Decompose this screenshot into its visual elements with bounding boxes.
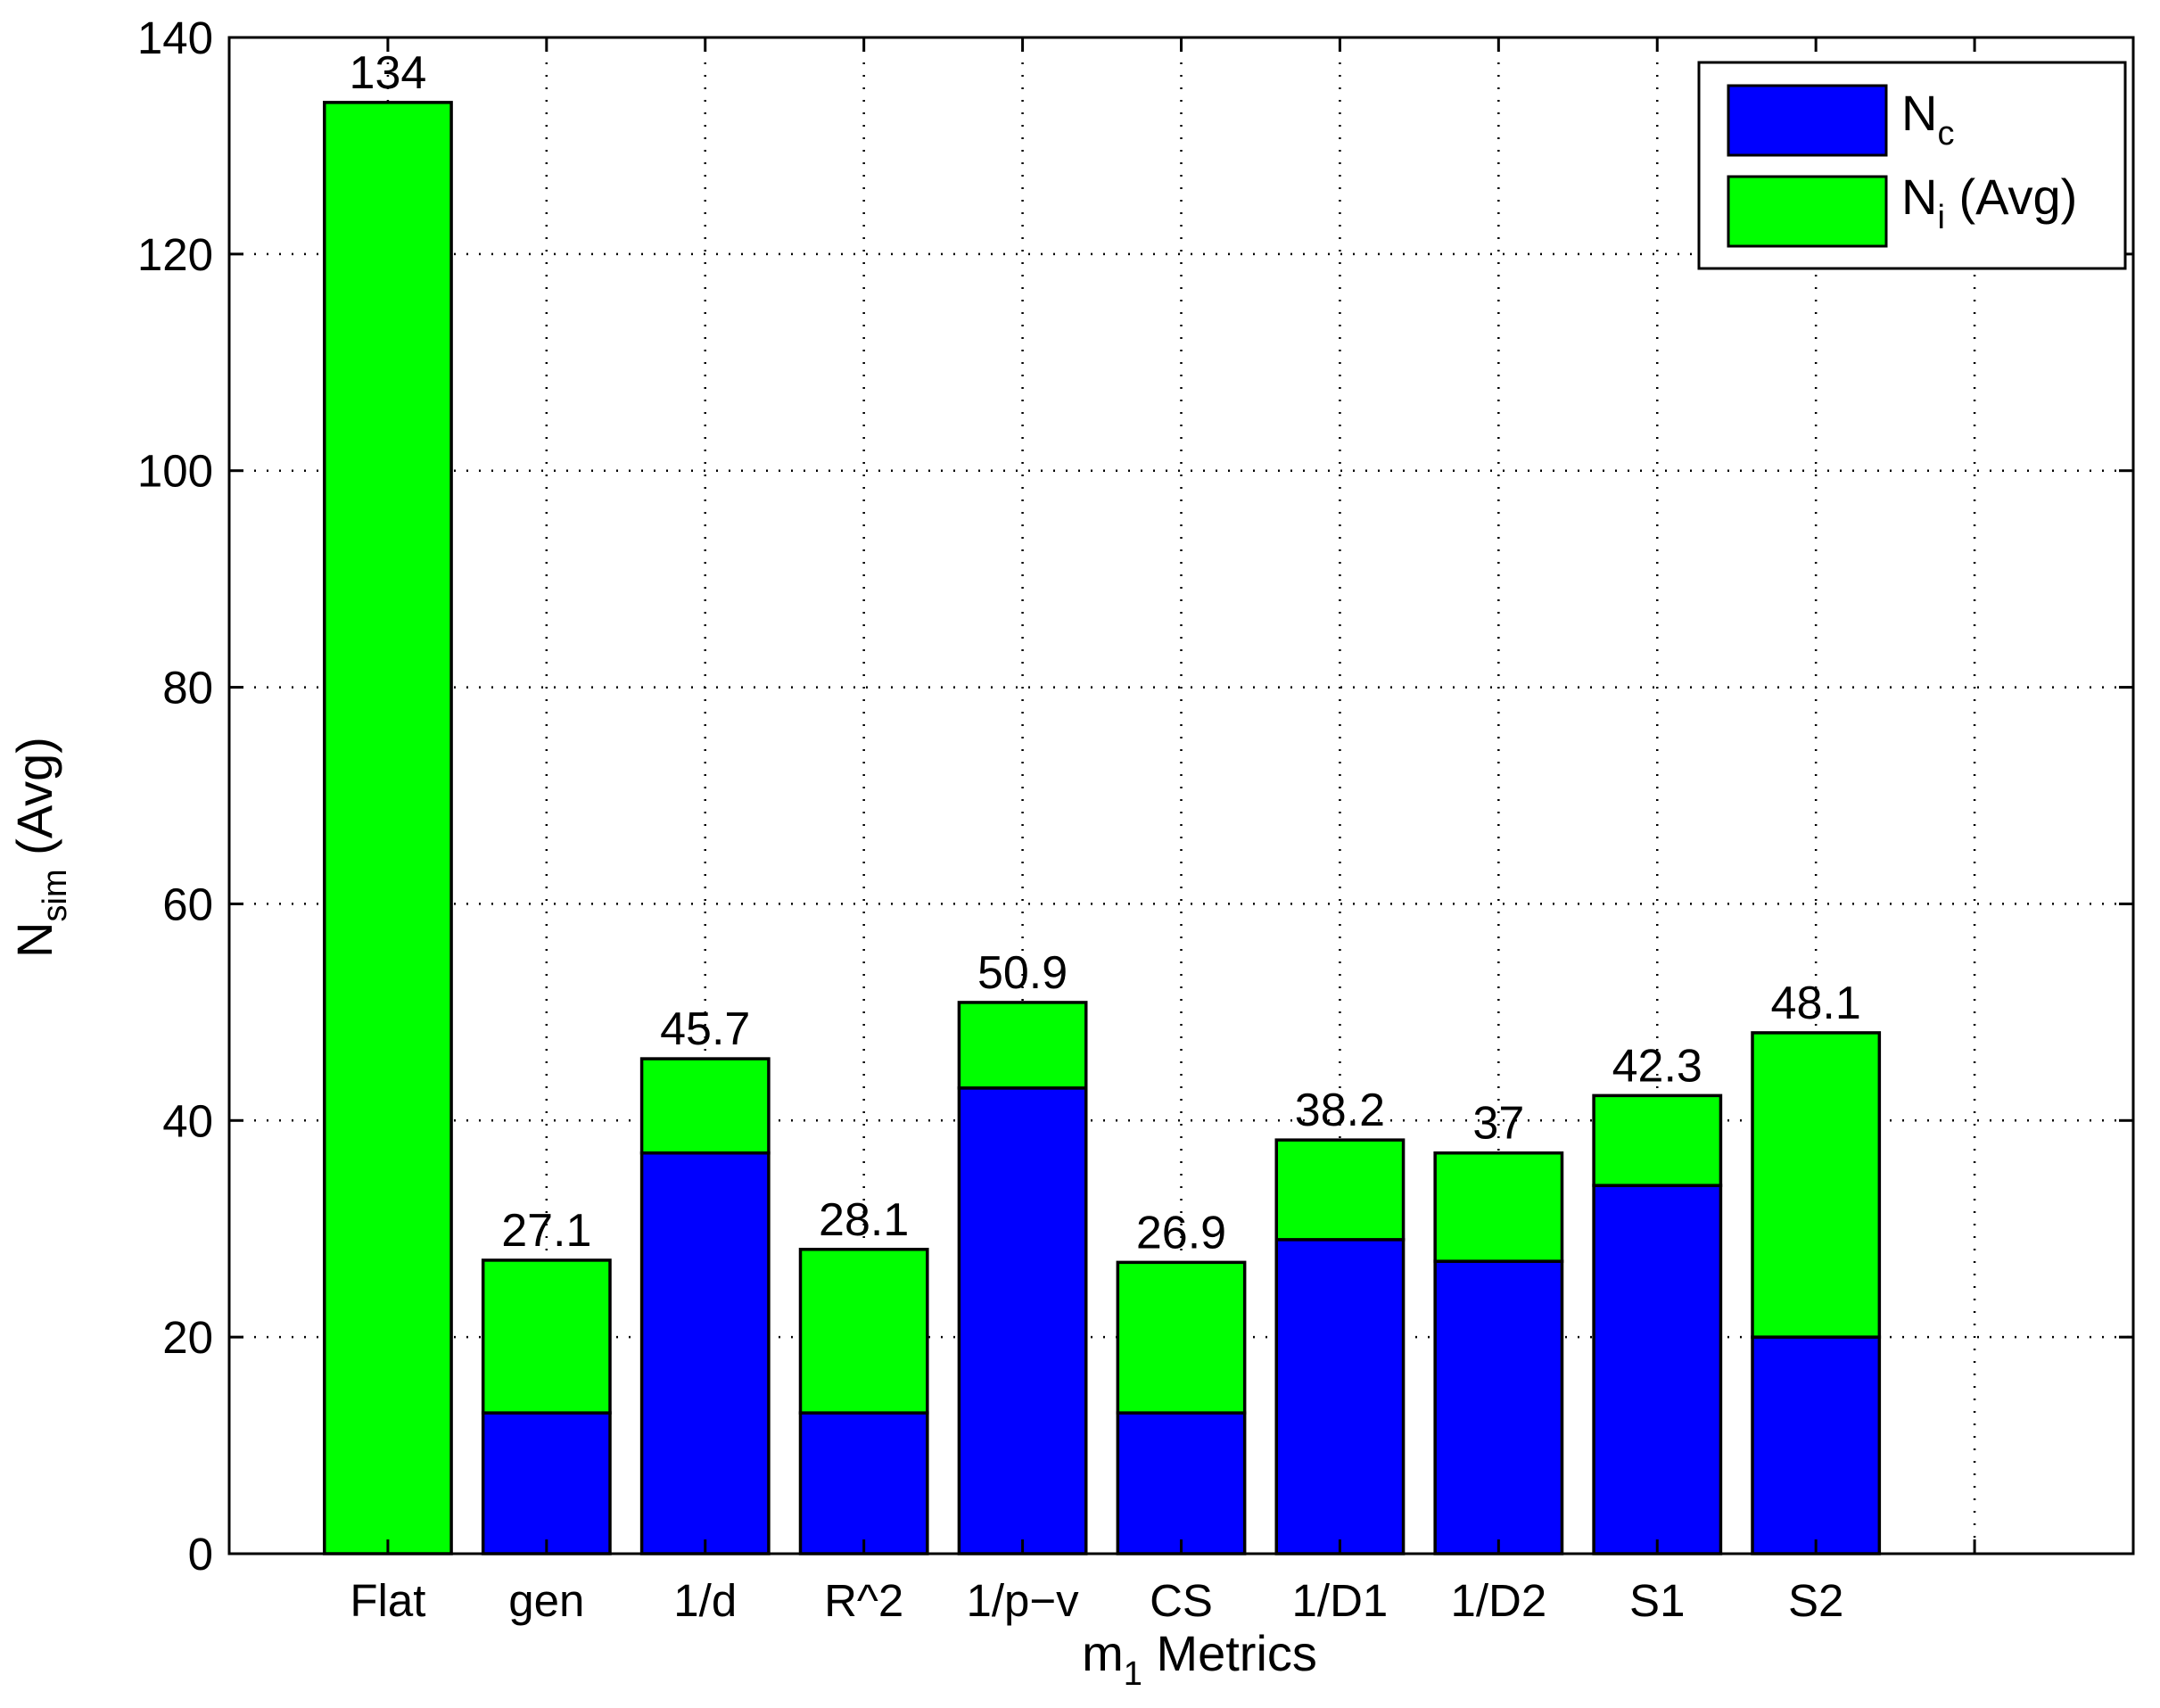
y-tick-label-60: 60 <box>162 879 213 929</box>
bar-nc-2 <box>639 1151 771 1555</box>
bar-nc-9 <box>1751 1335 1882 1555</box>
x-tick-label-5: CS <box>1150 1575 1213 1626</box>
bar-nc-1 <box>481 1411 612 1555</box>
legend-swatch-ni <box>1727 175 1888 248</box>
value-label-8: 42.3 <box>1612 1040 1702 1092</box>
y-tick-label-140: 140 <box>137 12 213 63</box>
value-label-9: 48.1 <box>1771 978 1861 1029</box>
y-axis-label: Nsim (Avg) <box>6 737 74 958</box>
plot-frame <box>227 36 2135 1555</box>
x-tick-label-4: 1/p−v <box>966 1575 1079 1626</box>
legend-label-ni: Ni (Avg) <box>1901 169 2077 236</box>
legend-label-nc: Nc <box>1901 85 1954 153</box>
y-tick-label-0: 0 <box>188 1529 213 1580</box>
x-axis-label: m1 Metrics <box>1082 1625 1317 1693</box>
tick-labels: 0 20 40 60 80 100 120 140 Flat gen 1/d R^2 1/p−v CS 1/… <box>137 12 1843 1626</box>
bar-ni-0 <box>323 101 453 1555</box>
bar-nc-3 <box>798 1411 929 1555</box>
bar-ni-1 <box>481 1258 612 1415</box>
bar-ni-5 <box>1116 1260 1247 1415</box>
y-tick-label-100: 100 <box>137 446 213 497</box>
legend: Nc Ni (Avg) <box>1697 61 2127 270</box>
legend-label-ni-sub: i <box>1937 199 1944 236</box>
x-axis-label-sub: 1 <box>1124 1655 1142 1693</box>
value-label-1: 27.1 <box>501 1205 591 1257</box>
bar-ni-6 <box>1274 1138 1406 1242</box>
legend-swatch-nc <box>1727 84 1888 157</box>
bar-ni-8 <box>1592 1093 1723 1187</box>
bar-ni-7 <box>1433 1151 1564 1263</box>
x-tick-label-2: 1/d <box>673 1575 737 1626</box>
bar-nc-5 <box>1116 1411 1247 1555</box>
legend-label-nc-sub: c <box>1937 115 1954 153</box>
x-tick-label-1: gen <box>508 1575 584 1626</box>
x-tick-label-7: 1/D2 <box>1450 1575 1546 1626</box>
y-axis-label-sub: sim <box>37 869 74 921</box>
value-label-6: 38.2 <box>1295 1085 1385 1136</box>
bar-ni-9 <box>1751 1031 1882 1339</box>
value-label-7: 37 <box>1472 1098 1524 1150</box>
bar-ni-2 <box>639 1057 771 1155</box>
bar-ni-4 <box>957 1001 1088 1090</box>
y-tick-label-80: 80 <box>162 663 213 714</box>
y-tick-label-40: 40 <box>162 1095 213 1146</box>
bar-nc-8 <box>1592 1184 1723 1555</box>
value-label-2: 45.7 <box>660 1003 750 1055</box>
x-tick-label-3: R^2 <box>824 1575 903 1626</box>
value-label-5: 26.9 <box>1136 1207 1226 1258</box>
bar-ni-3 <box>798 1248 929 1415</box>
axes <box>227 36 2135 1555</box>
value-labels: 134 27.1 45.7 28.1 50.9 26.9 38.2 37 42.3 48.1 <box>350 47 1861 1259</box>
x-tick-label-0: Flat <box>350 1575 425 1626</box>
value-label-0: 134 <box>350 47 427 99</box>
bar-nc-4 <box>957 1086 1088 1555</box>
bars <box>323 101 1882 1555</box>
value-label-3: 28.1 <box>819 1194 909 1246</box>
bar-nc-7 <box>1433 1259 1564 1555</box>
x-tick-label-8: S1 <box>1629 1575 1685 1626</box>
x-tick-label-6: 1/D1 <box>1292 1575 1389 1626</box>
x-tick-label-9: S2 <box>1788 1575 1843 1626</box>
y-tick-label-20: 20 <box>162 1312 213 1363</box>
y-tick-label-120: 120 <box>137 229 213 280</box>
bar-nc-6 <box>1274 1238 1406 1555</box>
value-label-4: 50.9 <box>977 947 1068 999</box>
